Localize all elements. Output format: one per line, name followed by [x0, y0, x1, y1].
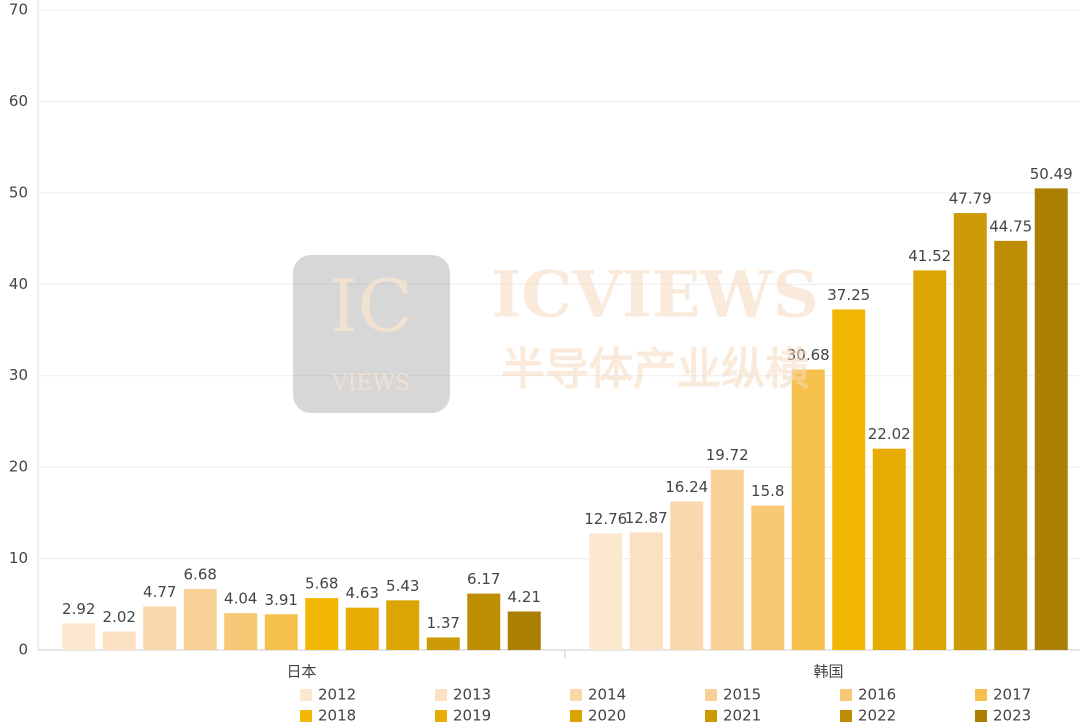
- y-tick-label: 40: [9, 275, 28, 293]
- legend-label: 2013: [453, 686, 491, 704]
- y-tick-label: 50: [9, 183, 28, 201]
- bar: [953, 213, 987, 650]
- legend-swatch: [435, 710, 447, 722]
- legend-label: 2023: [993, 707, 1031, 725]
- watermark: IC VIEWS ICVIEWS 半导体产业纵横: [293, 255, 819, 413]
- data-label: 22.02: [868, 425, 911, 443]
- legend-swatch: [975, 710, 987, 722]
- bar: [224, 613, 258, 650]
- legend-swatch: [840, 689, 852, 701]
- bar: [426, 637, 460, 650]
- data-label: 6.68: [184, 565, 217, 583]
- watermark-logo: IC: [329, 264, 413, 348]
- x-tick-label: 韩国: [813, 663, 843, 681]
- legend-label: 2021: [723, 707, 761, 725]
- data-label: 50.49: [1030, 165, 1073, 183]
- bar: [264, 614, 298, 650]
- y-tick-label: 70: [9, 1, 28, 19]
- legend-swatch: [300, 710, 312, 722]
- data-label: 47.79: [949, 190, 992, 208]
- legend-label: 2019: [453, 707, 491, 725]
- bar: [305, 598, 339, 650]
- data-label: 5.68: [305, 575, 338, 593]
- data-label: 2.02: [103, 608, 136, 626]
- bar: [629, 532, 663, 650]
- legend-swatch: [570, 689, 582, 701]
- bar: [386, 600, 420, 650]
- data-label: 44.75: [989, 217, 1032, 235]
- bar: [832, 309, 866, 650]
- bar: [467, 593, 501, 650]
- watermark-logo-sub: VIEWS: [331, 371, 410, 396]
- bar: [913, 270, 947, 650]
- bar: [143, 606, 177, 650]
- legend-swatch: [975, 689, 987, 701]
- legend-swatch: [705, 689, 717, 701]
- bar: [589, 533, 623, 650]
- bar: [345, 607, 379, 650]
- data-label: 5.43: [386, 577, 419, 595]
- legend-label: 2015: [723, 686, 761, 704]
- legend-swatch: [570, 710, 582, 722]
- bar: [872, 448, 906, 650]
- legend-label: 2020: [588, 707, 626, 725]
- legend-label: 2012: [318, 686, 356, 704]
- y-tick-label: 10: [9, 549, 28, 567]
- data-label: 4.77: [143, 583, 176, 601]
- watermark-logo-box: [293, 255, 450, 413]
- data-label: 6.17: [467, 570, 500, 588]
- x-tick-label: 日本: [286, 663, 316, 681]
- legend-swatch: [435, 689, 447, 701]
- data-label: 4.04: [224, 590, 257, 608]
- legend-swatch: [705, 710, 717, 722]
- legend-label: 2014: [588, 686, 626, 704]
- data-label: 37.25: [827, 286, 870, 304]
- legend-swatch: [840, 710, 852, 722]
- bar: [62, 623, 96, 650]
- legend-label: 2016: [858, 686, 896, 704]
- data-label: 16.24: [665, 478, 708, 496]
- data-label: 1.37: [427, 614, 460, 632]
- bar: [994, 240, 1028, 650]
- bar: [670, 501, 704, 650]
- bar: [751, 505, 785, 650]
- bar: [710, 469, 744, 650]
- legend-label: 2017: [993, 686, 1031, 704]
- legend-swatch: [300, 689, 312, 701]
- data-label: 12.76: [584, 510, 627, 528]
- watermark-tagline: 半导体产业纵横: [501, 344, 809, 395]
- data-label: 2.92: [62, 600, 95, 618]
- bar: [102, 631, 136, 650]
- bar: [1034, 188, 1068, 650]
- bar: [183, 588, 217, 650]
- data-label: 30.68: [787, 346, 830, 364]
- y-tick-label: 30: [9, 366, 28, 384]
- legend-label: 2018: [318, 707, 356, 725]
- data-label: 15.8: [751, 482, 784, 500]
- bar: [507, 611, 541, 650]
- data-label: 4.63: [346, 584, 379, 602]
- data-label: 3.91: [265, 591, 298, 609]
- legend-label: 2022: [858, 707, 896, 725]
- data-label: 19.72: [706, 446, 749, 464]
- data-label: 4.21: [508, 588, 541, 606]
- bar: [791, 369, 825, 650]
- data-label: 41.52: [908, 247, 951, 265]
- data-label: 12.87: [625, 509, 668, 527]
- watermark-brand: ICVIEWS: [491, 258, 818, 333]
- y-tick-label: 60: [9, 92, 28, 110]
- y-tick-label: 20: [9, 458, 28, 476]
- y-tick-label: 0: [18, 641, 28, 659]
